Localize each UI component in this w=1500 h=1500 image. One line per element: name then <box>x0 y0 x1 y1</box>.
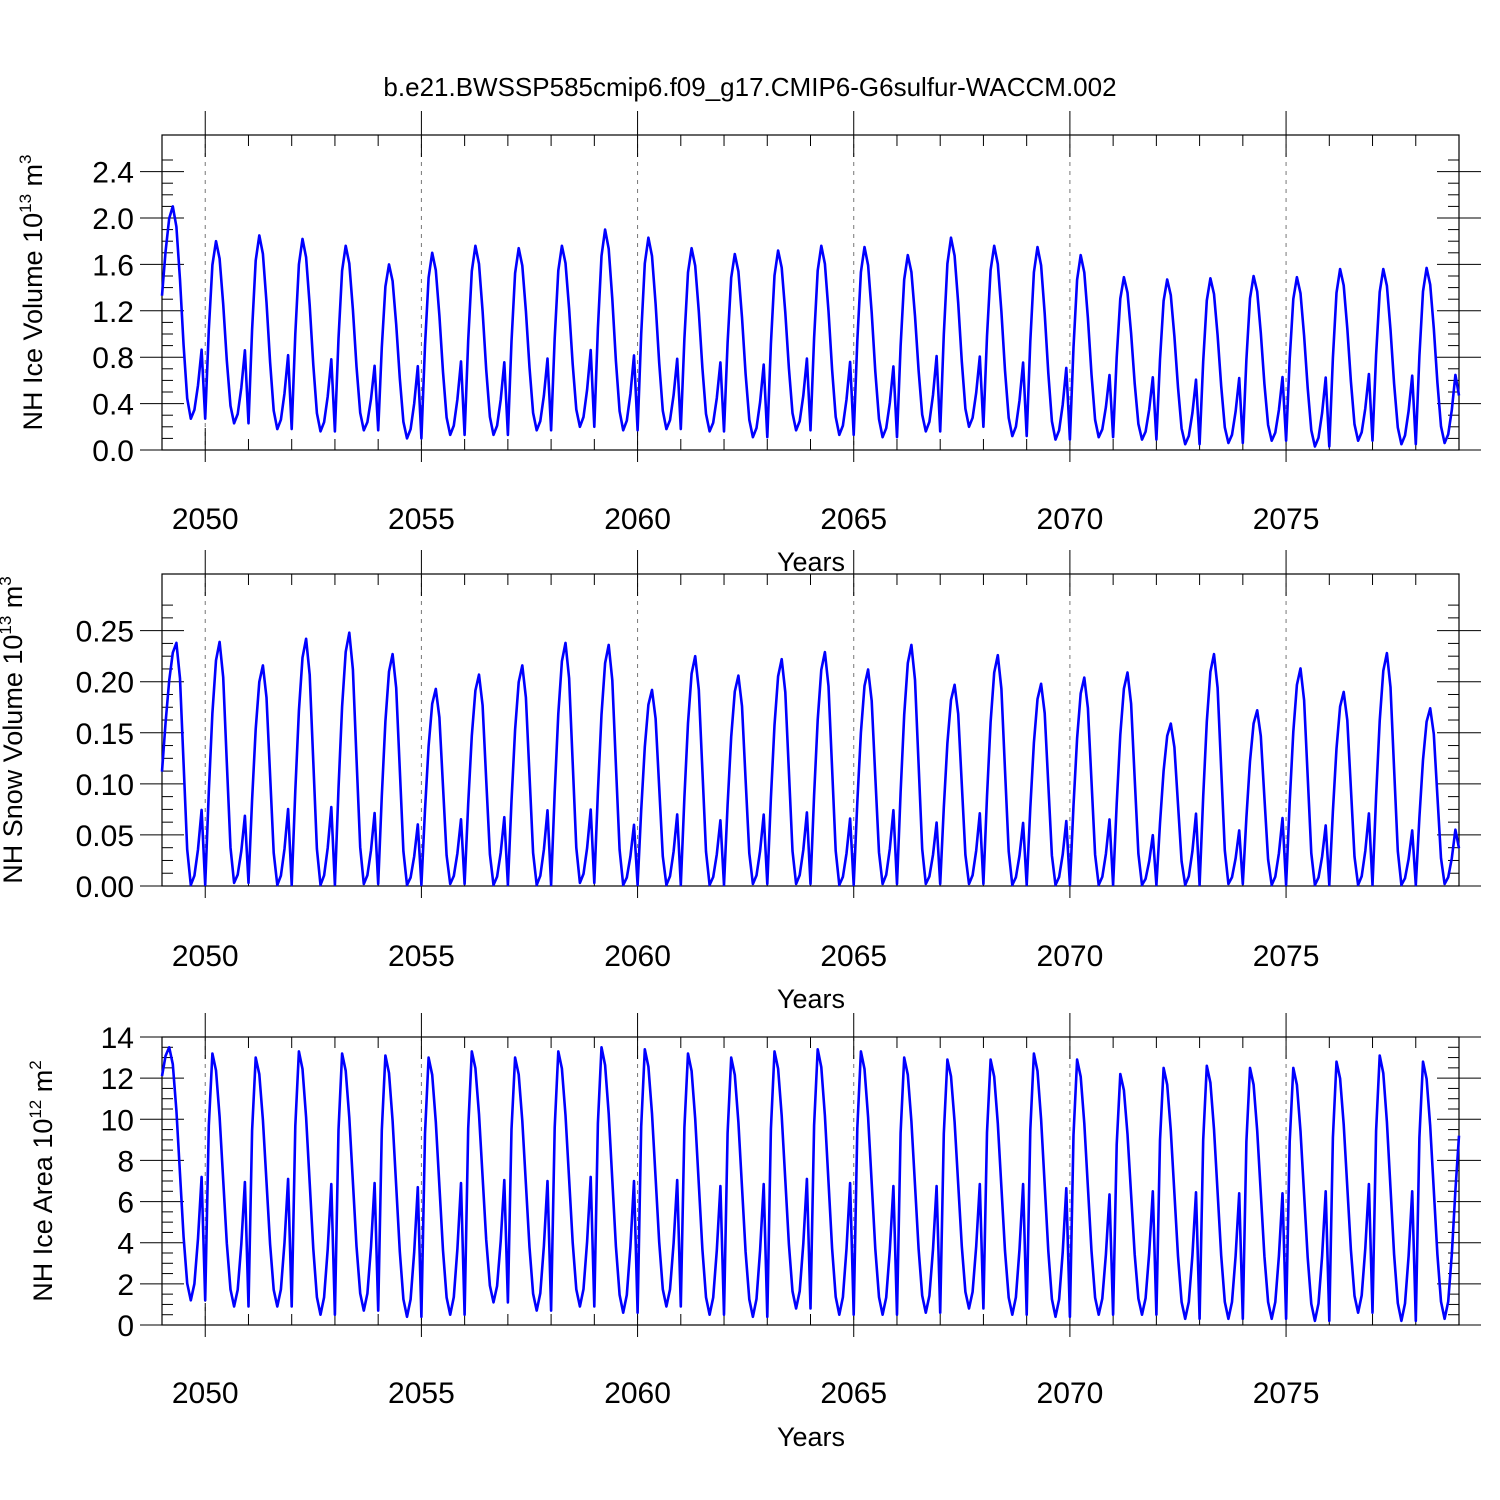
x-axis-title: Years <box>777 547 845 577</box>
y-tick-label: 2.0 <box>92 203 134 236</box>
y-tick-label: 6 <box>117 1187 134 1220</box>
x-tick-label: 2055 <box>388 503 455 536</box>
y-tick-label: 0.0 <box>92 435 134 468</box>
x-tick-label: 2065 <box>820 503 887 536</box>
x-tick-label: 2075 <box>1253 503 1320 536</box>
x-axis-title: Years <box>777 1422 845 1452</box>
x-tick-label: 2075 <box>1253 940 1320 973</box>
x-tick-label: 2050 <box>172 503 239 536</box>
x-tick-label: 2055 <box>388 1377 455 1410</box>
y-tick-label: 0.00 <box>76 871 134 904</box>
x-tick-label: 2060 <box>604 1377 671 1410</box>
x-tick-label: 2060 <box>604 503 671 536</box>
y-tick-label: 8 <box>117 1145 134 1178</box>
y-tick-label: 2.4 <box>92 157 134 190</box>
x-tick-label: 2055 <box>388 940 455 973</box>
series-line <box>160 631 1461 887</box>
y-axis-title: NH Ice Volume 1013 m3 <box>16 155 48 431</box>
y-tick-label: 0.25 <box>76 616 134 649</box>
x-tick-label: 2070 <box>1037 1377 1104 1410</box>
x-tick-label: 2050 <box>172 940 239 973</box>
y-tick-label: 0 <box>117 1310 134 1343</box>
y-axis-title: NH Ice Area 1012 m2 <box>26 1060 58 1301</box>
y-tick-label: 0.20 <box>76 667 134 700</box>
x-tick-label: 2065 <box>820 940 887 973</box>
panel-2: 2050 2055 2060 2065 2070 2075 Years 0.00 0.05 0.1… <box>0 550 1481 1014</box>
x-tick-label: 2070 <box>1037 503 1104 536</box>
series-line <box>160 205 1461 448</box>
y-tick-label: 0.4 <box>92 389 134 422</box>
y-tick-label: 14 <box>101 1022 134 1055</box>
x-tick-label: 2075 <box>1253 1377 1320 1410</box>
y-tick-label: 10 <box>101 1104 134 1137</box>
y-tick-label: 2 <box>117 1269 134 1302</box>
panel-3: 2050 2055 2060 2065 2070 2075 Years 0 2 4 6 8 10 12 14… <box>26 1013 1481 1452</box>
y-tick-label: 1.6 <box>92 249 134 282</box>
y-tick-label: 0.15 <box>76 718 134 751</box>
y-axis-title: NH Snow Volume 1013 m3 <box>0 576 28 884</box>
x-axis-title: Years <box>777 984 845 1014</box>
y-tick-label: 0.8 <box>92 342 134 375</box>
panel-1: 2050 2055 2060 2065 2070 2075 Years 0.0 0.4 0.8 1.… <box>16 111 1481 577</box>
y-tick-label: 4 <box>117 1228 134 1261</box>
series-line <box>160 1046 1461 1323</box>
figure-title: b.e21.BWSSP585cmip6.f09_g17.CMIP6-G6sulf… <box>383 72 1117 102</box>
y-tick-label: 0.05 <box>76 820 134 853</box>
x-tick-label: 2050 <box>172 1377 239 1410</box>
y-tick-label: 12 <box>101 1063 134 1096</box>
x-tick-label: 2060 <box>604 940 671 973</box>
y-tick-label: 0.10 <box>76 769 134 802</box>
y-tick-label: 1.2 <box>92 296 134 329</box>
x-tick-label: 2065 <box>820 1377 887 1410</box>
x-tick-label: 2070 <box>1037 940 1104 973</box>
